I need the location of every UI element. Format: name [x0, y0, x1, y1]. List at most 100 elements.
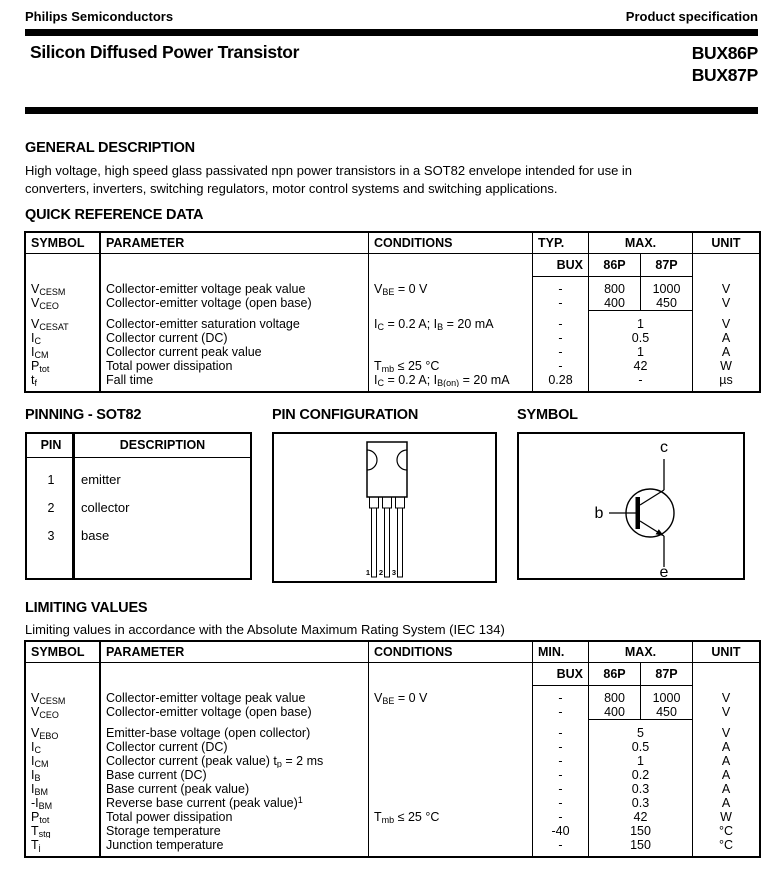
header-rule-top — [25, 29, 758, 36]
table-cell: Storage temperature — [101, 824, 369, 838]
table-cell: 0.5 — [589, 740, 693, 754]
part-number-2: BUX87P — [691, 65, 759, 85]
quick-ref-heading: QUICK REFERENCE DATA — [25, 207, 204, 223]
table-cell — [369, 852, 533, 856]
table-cell: - — [533, 740, 589, 754]
table-cell: IC = 0.2 A; IB(on) = 20 mA — [369, 373, 533, 387]
emitter-label: e — [660, 564, 669, 578]
col-min: MIN. — [533, 642, 589, 663]
table-cell — [369, 726, 533, 740]
table-cell: Reverse base current (peak value)1 — [101, 796, 369, 810]
table-subheader-row: BUX 86P 87P — [26, 663, 759, 686]
pinning-table-divider — [72, 434, 75, 578]
table-cell: - — [533, 705, 589, 719]
table-cell: Collector-emitter voltage (open base) — [101, 296, 369, 310]
table-row: IBM Base current (peak value) -0.3 A — [26, 782, 759, 796]
table-cell: IC — [26, 740, 101, 754]
general-description-heading: GENERAL DESCRIPTION — [25, 140, 195, 156]
table-cell: IC — [26, 331, 101, 345]
table-cell: Collector-emitter voltage peak value — [101, 282, 369, 296]
table-cell: Total power dissipation — [101, 810, 369, 824]
subcol-bux: BUX — [533, 663, 589, 686]
pin-label-2: 2 — [379, 568, 383, 577]
table-cell: 800 — [589, 282, 641, 296]
table-row: IB Base current (DC) -0.2 A — [26, 768, 759, 782]
table-cell: VCESAT — [26, 317, 101, 331]
table-spacer-row — [26, 310, 759, 317]
table-row: VEBO Emitter-base voltage (open collector… — [26, 726, 759, 740]
col-max: MAX. — [589, 642, 693, 663]
table-spacer-row — [26, 277, 759, 282]
pinning-table: PIN DESCRIPTION 1 emitter 2 collector 3 … — [25, 432, 252, 580]
table-spacer-row — [26, 686, 759, 691]
table-cell: - — [533, 359, 589, 373]
table-cell: -IBM — [26, 796, 101, 810]
pinning-body: 1 emitter 2 collector 3 base — [27, 458, 250, 550]
pin-config-heading: PIN CONFIGURATION — [272, 407, 419, 423]
table-cell: Collector-emitter saturation voltage — [101, 317, 369, 331]
table-cell — [693, 310, 759, 317]
table-cell: VEBO — [26, 726, 101, 740]
table-cell — [641, 277, 693, 282]
table-row: Ptot Total power dissipation Tmb ≤ 25 °C -4… — [26, 359, 759, 373]
table-cell — [641, 686, 693, 691]
table-cell: VBE = 0 V — [369, 691, 533, 705]
table-cell — [533, 852, 589, 856]
limiting-values-subtitle: Limiting values in accordance with the A… — [25, 622, 505, 637]
table-cell — [26, 387, 101, 391]
table-cell: - — [533, 296, 589, 310]
quick-ref-table: SYMBOL PARAMETER CONDITIONS TYP. MAX. UN… — [24, 231, 761, 393]
table-cell: 0.5 — [589, 331, 693, 345]
table-cell: A — [721, 782, 731, 796]
description-line-2: converters, inverters, switching regulat… — [25, 180, 558, 196]
table-cell: A — [721, 331, 731, 345]
table-cell — [369, 796, 533, 810]
table-cell: Collector current (peak value) tp = 2 ms — [101, 754, 369, 768]
table-cell: VBE = 0 V — [369, 282, 533, 296]
table-cell: Collector-emitter voltage (open base) — [101, 705, 369, 719]
table-cell: V — [721, 317, 731, 331]
table-cell: Total power dissipation — [101, 359, 369, 373]
col-unit: UNIT — [693, 642, 759, 663]
subcol-87p: 87P — [641, 663, 693, 686]
table-cell — [26, 310, 101, 317]
table-cell — [693, 719, 759, 726]
table-cell: A — [721, 796, 731, 810]
table-cell — [101, 310, 369, 317]
table-cell — [533, 686, 589, 691]
table-row: IC Collector current (DC) -0.5 A — [26, 331, 759, 345]
table-subheader-row: BUX 86P 87P — [26, 254, 759, 277]
table-cell: 42 — [589, 810, 693, 824]
table-row: VCESAT Collector-emitter saturation volta… — [26, 317, 759, 331]
table-cell — [589, 686, 641, 691]
table-cell: - — [533, 782, 589, 796]
subcol-87p: 87P — [641, 254, 693, 277]
table-cell — [26, 277, 101, 282]
table-cell: IC = 0.2 A; IB = 20 mA — [369, 317, 533, 331]
table-cell — [369, 782, 533, 796]
table-cell: IB — [26, 768, 101, 782]
table-row: IC Collector current (DC) -0.5 A — [26, 740, 759, 754]
table-cell: 0.3 — [589, 782, 693, 796]
table-spacer-row — [26, 387, 759, 391]
table-cell — [589, 719, 693, 726]
table-cell — [369, 740, 533, 754]
table-cell — [101, 387, 369, 391]
brand-name: Philips Semiconductors — [25, 9, 174, 24]
table-row: VCEO Collector-emitter voltage (open base… — [26, 705, 759, 719]
table-cell: Collector current peak value — [101, 345, 369, 359]
table-cell: 1 — [589, 317, 693, 331]
table-cell: - — [533, 317, 589, 331]
table-cell: V — [721, 691, 731, 705]
part-number-1: BUX86P — [691, 43, 759, 63]
table-cell: 450 — [641, 705, 693, 719]
table-cell: 450 — [641, 296, 693, 310]
table-cell — [369, 768, 533, 782]
table-cell: Tmb ≤ 25 °C — [369, 810, 533, 824]
table-cell: -40 — [533, 824, 589, 838]
table-cell — [369, 277, 533, 282]
table-row: ICM Collector current (peak value) tp = 2… — [26, 754, 759, 768]
pin-label-3: 3 — [392, 568, 396, 577]
table-row: -IBM Reverse base current (peak value)1 -0… — [26, 796, 759, 810]
table-body: VCESM Collector-emitter voltage peak valu… — [26, 277, 759, 391]
